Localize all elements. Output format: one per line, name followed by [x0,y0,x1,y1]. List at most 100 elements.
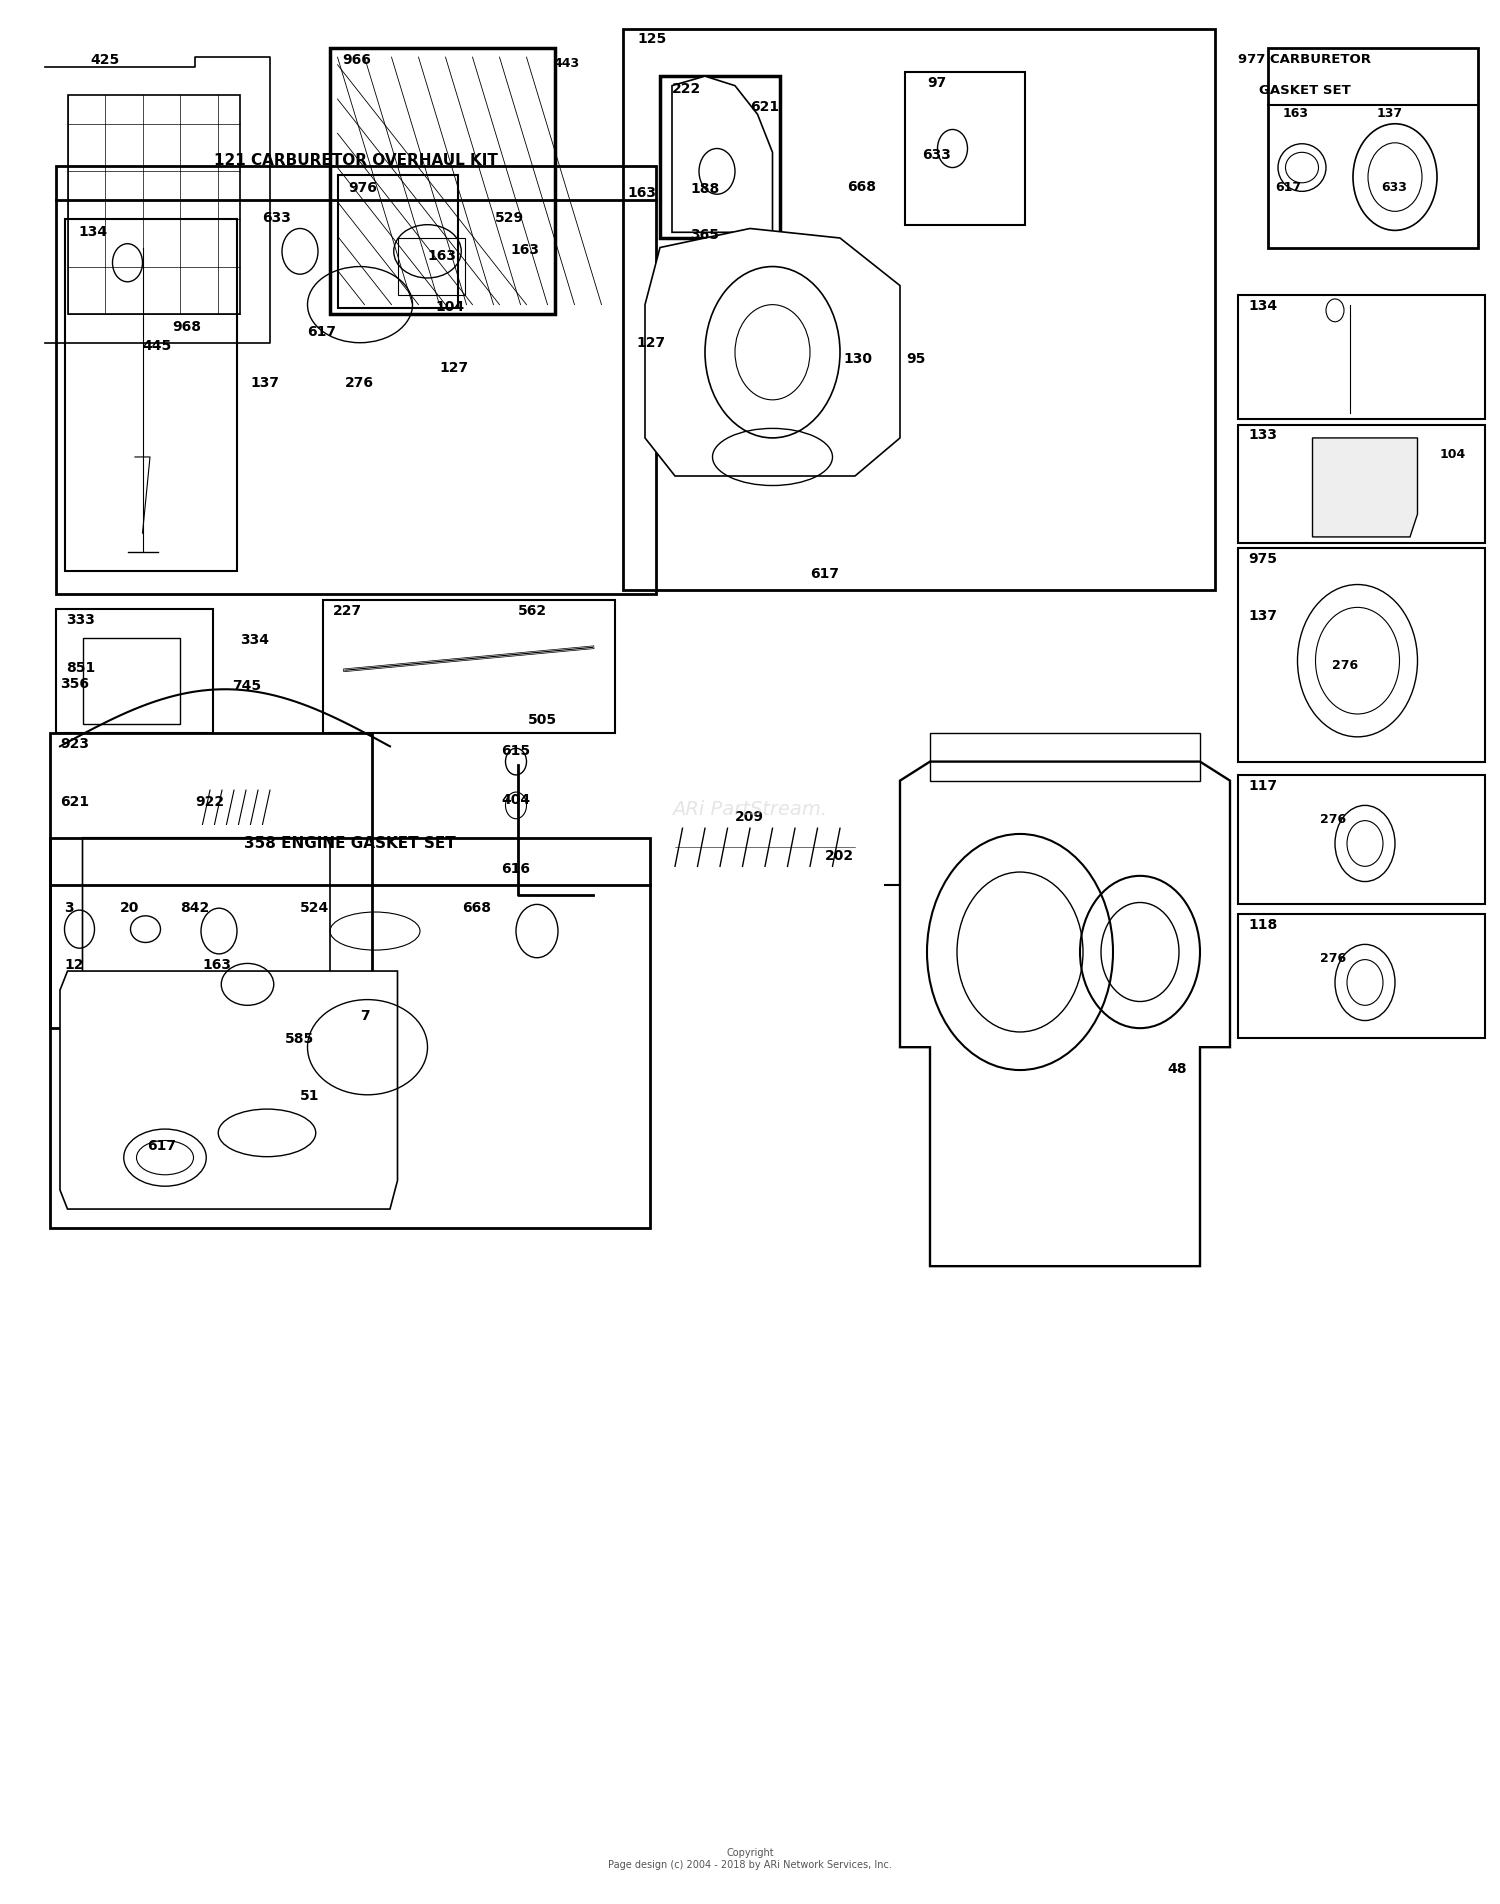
Text: 333: 333 [66,613,94,626]
Bar [1268,48,1478,248]
Text: 975: 975 [1248,552,1276,565]
Bar [660,76,780,238]
Text: 404: 404 [501,794,530,807]
Bar [50,733,372,1028]
Text: 617: 617 [1275,181,1300,194]
Text: 48: 48 [1167,1062,1186,1076]
Text: 615: 615 [501,744,530,758]
Bar [1238,548,1485,762]
Text: 104: 104 [1440,447,1466,461]
Text: 7: 7 [360,1009,369,1022]
Polygon shape [82,838,330,1009]
Text: 621: 621 [60,796,88,809]
Text: 163: 163 [202,958,231,971]
Text: 130: 130 [843,352,872,366]
Text: 133: 133 [1248,428,1276,442]
Text: 127: 127 [440,362,468,375]
Text: 121 CARBURETOR OVERHAUL KIT: 121 CARBURETOR OVERHAUL KIT [213,152,498,168]
Text: Copyright
Page design (c) 2004 - 2018 by ARi Network Services, Inc.: Copyright Page design (c) 2004 - 2018 by… [608,1849,892,1870]
Text: 163: 163 [1282,107,1308,120]
Text: 117: 117 [1248,779,1276,792]
Polygon shape [645,228,900,476]
Bar [1238,425,1485,543]
Text: 334: 334 [240,634,268,647]
Bar [398,238,465,295]
Text: 505: 505 [528,714,556,727]
Text: 222: 222 [672,82,700,95]
Text: 163: 163 [627,187,656,200]
Text: 20: 20 [120,901,140,914]
Text: 842: 842 [180,901,209,914]
Text: 227: 227 [333,604,362,617]
Bar [904,72,1024,225]
Text: 12: 12 [64,958,84,971]
Text: GASKET SET: GASKET SET [1258,84,1352,97]
Text: 97: 97 [927,76,946,89]
Text: 3: 3 [64,901,74,914]
Text: 95: 95 [906,352,926,366]
Text: 976: 976 [348,181,376,194]
Text: 51: 51 [300,1089,320,1102]
Text: 617: 617 [147,1139,176,1152]
Text: 616: 616 [501,863,530,876]
Text: ARi PartStream.: ARi PartStream. [672,800,828,819]
Text: 202: 202 [825,849,854,863]
Bar [1238,775,1485,904]
Text: 617: 617 [810,567,838,581]
Text: 356: 356 [60,678,88,691]
Text: 585: 585 [285,1032,315,1045]
Polygon shape [45,57,270,343]
Text: 633: 633 [1382,181,1407,194]
Text: 276: 276 [1320,813,1346,826]
Bar [64,219,237,571]
Text: 276: 276 [1320,952,1346,965]
Text: 524: 524 [300,901,330,914]
Text: 134: 134 [78,225,106,238]
Text: 104: 104 [435,301,463,314]
Text: 125: 125 [638,32,666,46]
Text: 668: 668 [847,181,876,194]
Text: 668: 668 [462,901,490,914]
Text: 425: 425 [90,53,120,67]
Text: 137: 137 [251,377,279,390]
Text: 922: 922 [195,796,223,809]
Bar [1238,295,1485,419]
Text: 358 ENGINE GASKET SET: 358 ENGINE GASKET SET [243,836,456,851]
Text: 276: 276 [1332,659,1358,672]
Polygon shape [900,762,1230,1266]
Text: 633: 633 [922,149,951,162]
Bar [68,95,240,314]
Text: 445: 445 [142,339,171,352]
Bar [622,29,1215,590]
Text: 127: 127 [636,337,664,350]
Bar [82,638,180,724]
Text: 365: 365 [690,228,718,242]
Text: 745: 745 [232,680,261,693]
Text: 137: 137 [1377,107,1402,120]
Polygon shape [672,76,772,232]
Text: 529: 529 [495,211,524,225]
Bar [56,166,656,594]
Bar [930,733,1200,781]
Bar [50,838,650,1228]
Text: 968: 968 [172,320,201,333]
Text: 621: 621 [750,101,778,114]
Text: 188: 188 [690,183,720,196]
Bar [338,175,458,308]
Text: 633: 633 [262,211,291,225]
Polygon shape [1312,438,1418,537]
Bar [322,600,615,733]
Bar [1238,914,1485,1038]
Bar [56,609,213,733]
Text: 209: 209 [735,811,764,824]
Text: 617: 617 [308,326,336,339]
Text: 118: 118 [1248,918,1276,931]
Polygon shape [60,971,398,1209]
Text: 276: 276 [345,377,374,390]
Text: 137: 137 [1248,609,1276,623]
Text: 851: 851 [66,661,96,674]
Text: 163: 163 [427,249,456,263]
Text: 443: 443 [554,57,579,70]
Text: 966: 966 [342,53,370,67]
Text: 977 CARBURETOR: 977 CARBURETOR [1239,53,1371,67]
